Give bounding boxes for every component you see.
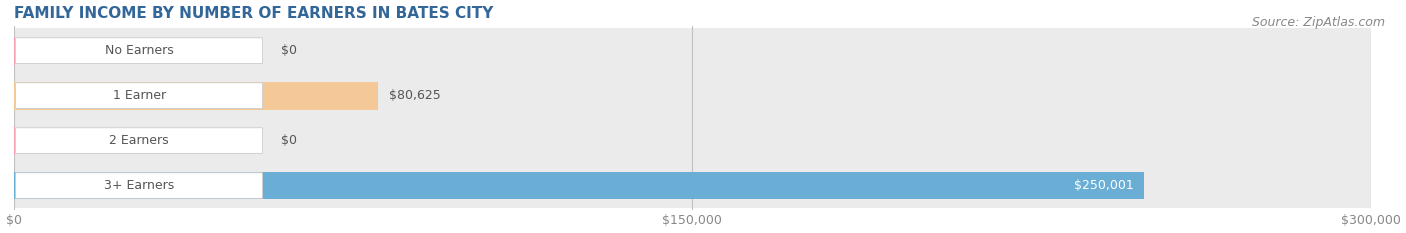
- Text: $0: $0: [281, 44, 297, 57]
- Text: No Earners: No Earners: [104, 44, 173, 57]
- Text: 3+ Earners: 3+ Earners: [104, 179, 174, 192]
- Bar: [14, 82, 378, 110]
- Bar: [14, 28, 1371, 73]
- Text: Source: ZipAtlas.com: Source: ZipAtlas.com: [1251, 16, 1385, 29]
- Text: FAMILY INCOME BY NUMBER OF EARNERS IN BATES CITY: FAMILY INCOME BY NUMBER OF EARNERS IN BA…: [14, 6, 494, 21]
- Bar: [14, 171, 1144, 199]
- Bar: [14, 163, 1371, 208]
- FancyBboxPatch shape: [15, 173, 263, 198]
- Text: $0: $0: [281, 134, 297, 147]
- Bar: [14, 118, 1371, 163]
- Text: $80,625: $80,625: [389, 89, 441, 102]
- Text: 1 Earner: 1 Earner: [112, 89, 166, 102]
- FancyBboxPatch shape: [15, 83, 263, 108]
- FancyBboxPatch shape: [15, 38, 263, 63]
- Text: 2 Earners: 2 Earners: [110, 134, 169, 147]
- Text: $250,001: $250,001: [1074, 179, 1133, 192]
- FancyBboxPatch shape: [15, 128, 263, 153]
- Bar: [14, 73, 1371, 118]
